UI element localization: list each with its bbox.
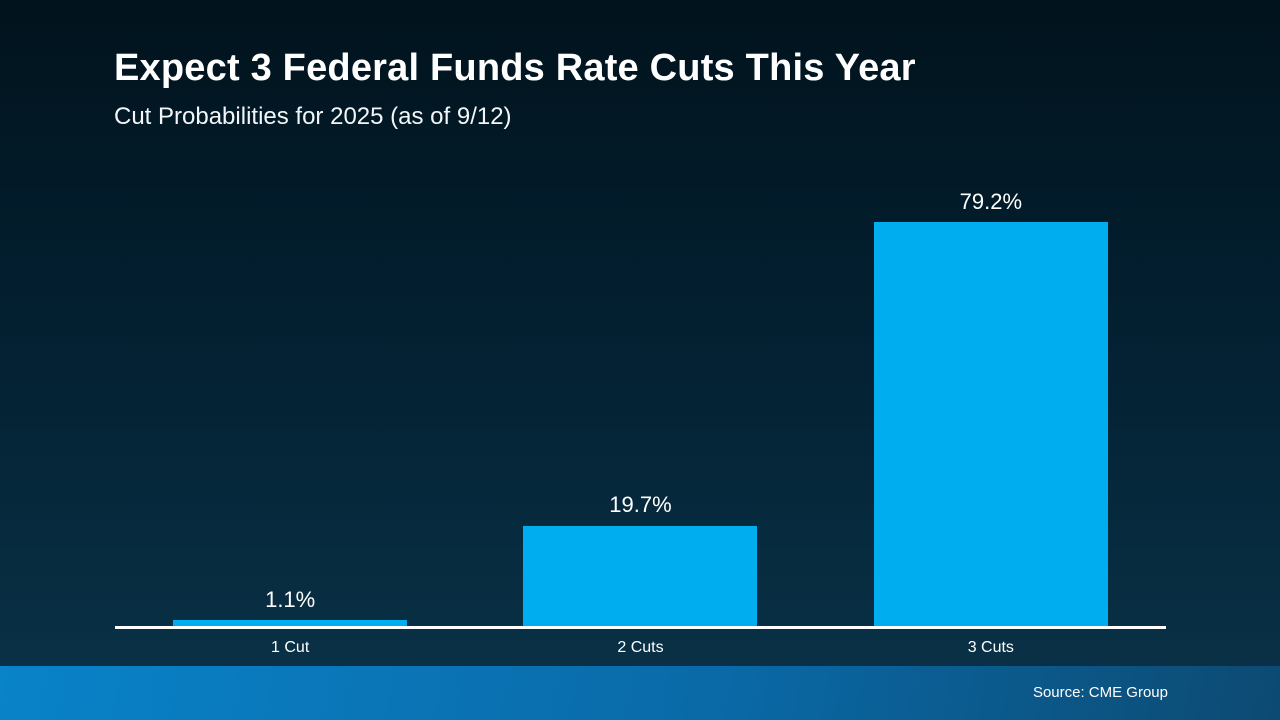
bar-slot: 1.1% xyxy=(115,167,465,626)
chart-title: Expect 3 Federal Funds Rate Cuts This Ye… xyxy=(114,47,916,89)
source-attribution: Source: CME Group xyxy=(1032,684,1168,701)
bar-value-label: 1.1% xyxy=(265,587,316,613)
x-axis-labels: 1 Cut 2 Cuts 3 Cuts xyxy=(115,638,1166,657)
bar-value-label: 19.7% xyxy=(609,492,672,518)
x-axis-label: 1 Cut xyxy=(271,639,310,656)
x-axis-line xyxy=(115,626,1166,629)
x-axis-label: 2 Cuts xyxy=(617,639,664,656)
x-axis-label: 3 Cuts xyxy=(967,639,1014,656)
plot-area: 1.1% 19.7% 79.2% xyxy=(115,167,1166,626)
footer-bar: Source: CME Group xyxy=(0,666,1280,720)
bar xyxy=(523,525,758,626)
chart-subtitle: Cut Probabilities for 2025 (as of 9/12) xyxy=(114,102,512,130)
bar xyxy=(173,620,408,626)
bar xyxy=(873,222,1108,626)
bar-slot: 79.2% xyxy=(816,167,1166,626)
bar-slot: 19.7% xyxy=(465,167,815,626)
bar-value-label: 79.2% xyxy=(959,188,1023,214)
chart-header: Expect 3 Federal Funds Rate Cuts This Ye… xyxy=(114,47,916,130)
bar-chart: 1.1% 19.7% 79.2% 1 Cut 2 Cuts 3 Cuts xyxy=(115,167,1166,667)
